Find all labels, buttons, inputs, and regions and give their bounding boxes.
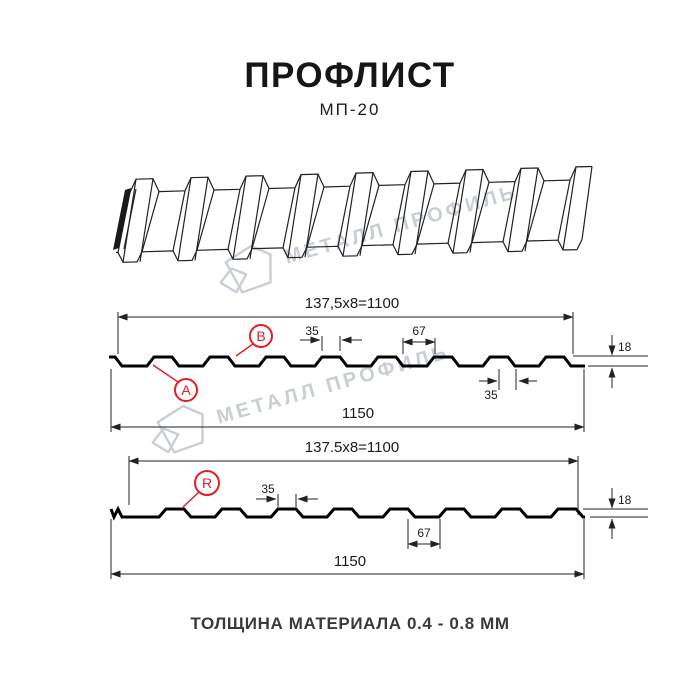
label-leader-line (182, 491, 200, 508)
crest-width-dimension-top: 35 (300, 324, 362, 351)
label-letter: B (256, 328, 265, 344)
rib-edge-line (306, 186, 325, 248)
rib-edge-line (196, 189, 215, 251)
rib-edge-line (139, 178, 154, 262)
product-code: МП-20 (319, 100, 381, 119)
rib-edge-line (557, 179, 571, 241)
profile-outline (109, 505, 585, 521)
pitch-dimension: 137.5x8=1100 (128, 439, 579, 515)
crest-width-dimension-bottom: 35 (479, 369, 537, 402)
pitch-dimension: 137,5x8=1100 (117, 295, 574, 354)
total-width-dimension: 1150 (110, 519, 585, 579)
pitch-dim-text: 137.5x8=1100 (305, 439, 399, 456)
crest-width-bottom-text: 35 (484, 388, 498, 402)
rib-edge-line (337, 186, 351, 247)
height-dimension: 18 (583, 488, 648, 539)
rib-edge-line (232, 176, 247, 260)
rib-edge-line (172, 190, 186, 252)
rib-edge-line (526, 180, 545, 242)
rib-edge-line (524, 167, 539, 252)
rib-edge-line (416, 183, 435, 245)
height-text: 18 (618, 493, 632, 507)
rib-edge-line (502, 181, 516, 242)
sheet-left-edge-thickness (113, 188, 131, 250)
rib-edge-line (507, 168, 522, 252)
valley-width-dimension: 67 (407, 519, 441, 549)
rib-edge-line (452, 169, 467, 254)
rib-edge-line (392, 184, 406, 245)
label-circle (249, 324, 273, 348)
label-leader-line (152, 364, 179, 383)
rib-edge-line (177, 177, 192, 261)
label-letter: A (181, 382, 191, 398)
sheet-far-edge (126, 165, 593, 194)
crest-width-text: 35 (305, 324, 319, 338)
rib-edge-line (304, 174, 319, 258)
pitch-dim-text: 137,5x8=1100 (305, 295, 399, 312)
rib-edge-line (397, 171, 412, 255)
label-leader-line (235, 343, 254, 357)
profile-section-ab: 137,5x8=1100 B A 35 (109, 295, 648, 432)
rib-edge-line (359, 172, 374, 256)
label-letter: R (202, 475, 212, 491)
rib-edge-line (227, 189, 241, 250)
label-circle (174, 378, 198, 402)
sheet-near-edge (116, 239, 583, 263)
profile-outline (109, 355, 585, 368)
valley-width-text: 67 (417, 526, 431, 540)
profile-section-r: 137.5x8=1100 R 35 (109, 439, 648, 579)
height-dimension: 18 (573, 335, 648, 388)
total-width-text: 1150 (342, 405, 374, 422)
sheet-left-edge-line (123, 188, 137, 250)
rib-edge-line (342, 173, 357, 257)
rib-edge-line (251, 188, 270, 249)
crest-width-dimension: 35 (256, 482, 318, 507)
rib-edge-line (361, 185, 380, 246)
perspective-view (113, 165, 593, 263)
page-title: ПРОФЛИСТ (244, 56, 456, 95)
label-a: A (152, 364, 198, 402)
valley-width-dimension: 67 (402, 324, 436, 354)
rib-edge-line (469, 169, 484, 253)
rib-edge-line (141, 191, 160, 252)
crest-width-text: 35 (261, 482, 275, 496)
height-text: 18 (618, 340, 632, 354)
rib-edge-line (194, 177, 209, 261)
rib-edge-line (287, 174, 302, 258)
label-b: B (235, 324, 273, 357)
label-circle (194, 470, 220, 496)
total-width-text: 1150 (334, 553, 366, 570)
rib-edge-line (414, 170, 429, 255)
rib-edge-line (447, 182, 461, 244)
rib-edge-line (471, 182, 490, 243)
valley-width-text: 67 (412, 324, 426, 338)
thickness-note: ТОЛЩИНА МАТЕРИАЛА 0.4 - 0.8 ММ (190, 614, 510, 633)
rib-edge-line (562, 166, 577, 251)
rib-edge-line (282, 187, 296, 249)
label-r: R (182, 470, 220, 508)
sheet-right-edge (581, 166, 593, 240)
